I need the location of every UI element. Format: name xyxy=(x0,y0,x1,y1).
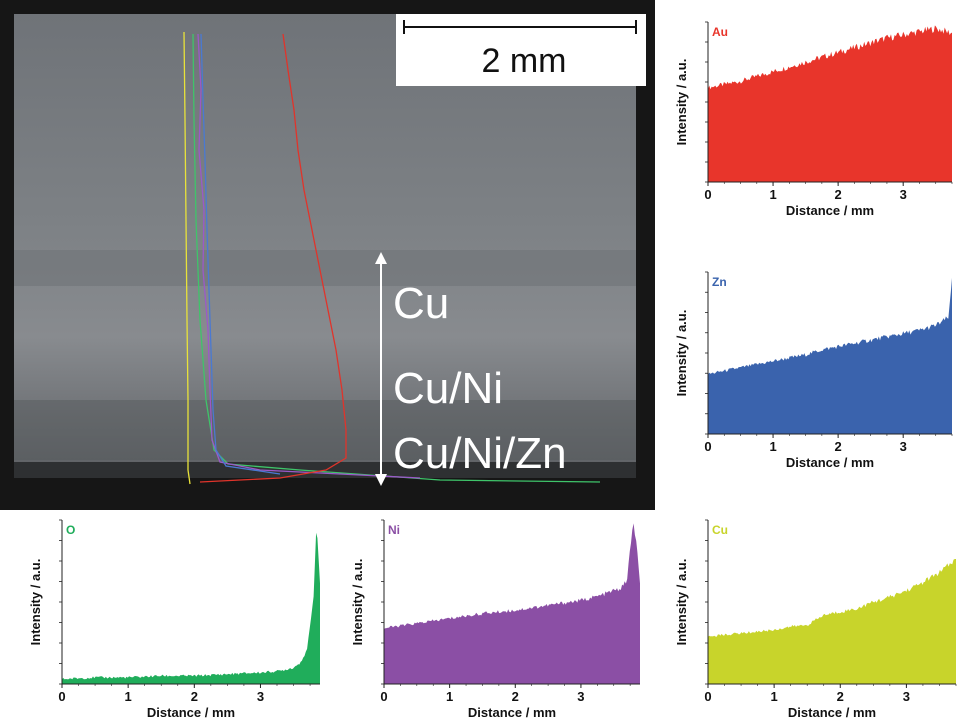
element-label: Zn xyxy=(712,275,727,289)
y-axis-label: Intensity / a.u. xyxy=(674,59,689,146)
x-tick-label: 0 xyxy=(704,187,711,202)
element-label: Cu xyxy=(712,523,728,537)
layer-label-cu-ni-zn: Cu/Ni/Zn xyxy=(393,429,567,478)
trace-cu-yellow xyxy=(183,31,191,485)
y-axis-label: Intensity / a.u. xyxy=(674,310,689,397)
y-axis-label: Intensity / a.u. xyxy=(28,559,43,646)
intensity-area-o xyxy=(62,532,320,684)
layer-arrow-head-top xyxy=(375,252,387,264)
chart-zn: 0 1 2 3 Distance / mm Intensity / a.u. Zn xyxy=(668,262,957,482)
x-tick-label: 1 xyxy=(769,187,776,202)
scale-bar-label: 2 mm xyxy=(482,42,567,80)
trace-zn-blue xyxy=(200,33,281,475)
layer-arrow-head-bottom xyxy=(375,474,387,486)
x-tick-label: 3 xyxy=(257,689,264,704)
x-tick-label: 2 xyxy=(512,689,519,704)
x-tick-label: 2 xyxy=(837,689,844,704)
element-label: O xyxy=(66,523,75,537)
element-label: Au xyxy=(712,25,728,39)
y-axis-label: Intensity / a.u. xyxy=(350,559,365,646)
x-tick-label: 2 xyxy=(835,187,842,202)
x-tick-label: 0 xyxy=(380,689,387,704)
x-axis-label: Distance / mm xyxy=(786,455,874,470)
intensity-area-zn xyxy=(708,277,952,434)
x-tick-label: 2 xyxy=(191,689,198,704)
x-tick-label: 0 xyxy=(704,689,711,704)
x-tick-label: 3 xyxy=(900,439,907,454)
intensity-area-au xyxy=(708,25,952,183)
x-tick-label: 0 xyxy=(704,439,711,454)
chart-cu: 0 1 2 3 Distance / mm Intensity / a.u. Cu xyxy=(668,510,957,722)
x-tick-label: 3 xyxy=(900,187,907,202)
x-axis-label: Distance / mm xyxy=(786,203,874,218)
trace-ni-purple xyxy=(197,33,421,479)
layer-label-cu: Cu xyxy=(393,279,449,328)
trace-au-red xyxy=(199,33,347,483)
chart-o: 0 1 2 3 Distance / mm Intensity / a.u. O xyxy=(22,510,327,722)
chart-ni: 0 1 2 3 Distance / mm Intensity / a.u. Ni xyxy=(344,510,649,722)
x-tick-label: 1 xyxy=(125,689,132,704)
intensity-area-cu xyxy=(708,559,956,684)
chart-au: 0 1 2 3 Distance / mm Intensity / a.u. Au xyxy=(668,12,957,232)
x-axis-label: Distance / mm xyxy=(788,705,876,720)
x-tick-label: 1 xyxy=(771,689,778,704)
x-tick-label: 0 xyxy=(58,689,65,704)
x-axis-label: Distance / mm xyxy=(147,705,235,720)
x-axis-label: Distance / mm xyxy=(468,705,556,720)
x-tick-label: 3 xyxy=(577,689,584,704)
sem-micrograph: 2 mm Cu Cu/Ni Cu/Ni/Zn xyxy=(0,0,655,510)
intensity-area-ni xyxy=(384,523,640,684)
x-tick-label: 3 xyxy=(903,689,910,704)
y-axis-label: Intensity / a.u. xyxy=(674,559,689,646)
sample-surface xyxy=(14,14,636,476)
element-label: Ni xyxy=(388,523,400,537)
layer-label-cu-ni: Cu/Ni xyxy=(393,364,503,413)
x-tick-label: 1 xyxy=(769,439,776,454)
lower-band xyxy=(14,400,636,460)
x-tick-label: 2 xyxy=(835,439,842,454)
x-tick-label: 1 xyxy=(446,689,453,704)
cu-band xyxy=(14,250,636,286)
